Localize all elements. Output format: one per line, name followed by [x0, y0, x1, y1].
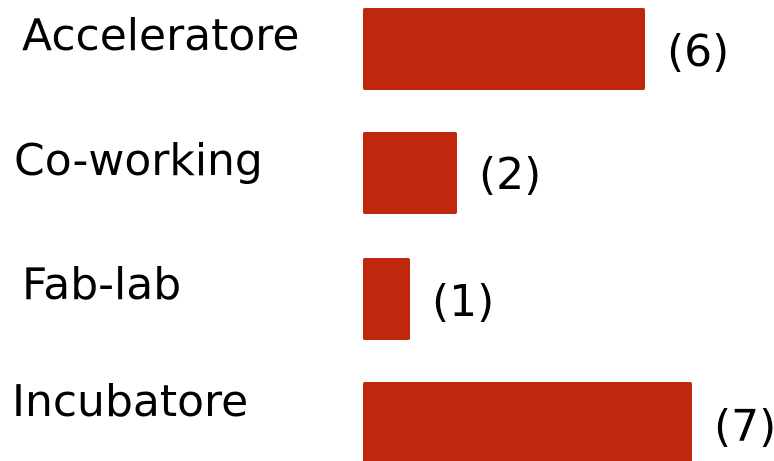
category-label-fab-lab: Fab-lab [22, 259, 181, 310]
bar-incubatore [363, 382, 692, 461]
bar-acceleratore [363, 8, 645, 90]
value-label-fab-lab: (1) [432, 276, 494, 327]
value-label-acceleratore: (6) [667, 26, 729, 77]
category-label-acceleratore: Acceleratore [22, 10, 300, 61]
category-label-co-working: Co-working [14, 135, 263, 186]
category-label-incubatore: Incubatore [12, 376, 248, 427]
bar-fab-lab [363, 258, 410, 340]
value-label-incubatore: (7) [714, 401, 774, 452]
value-label-co-working: (2) [479, 149, 541, 200]
bar-co-working [363, 132, 457, 214]
